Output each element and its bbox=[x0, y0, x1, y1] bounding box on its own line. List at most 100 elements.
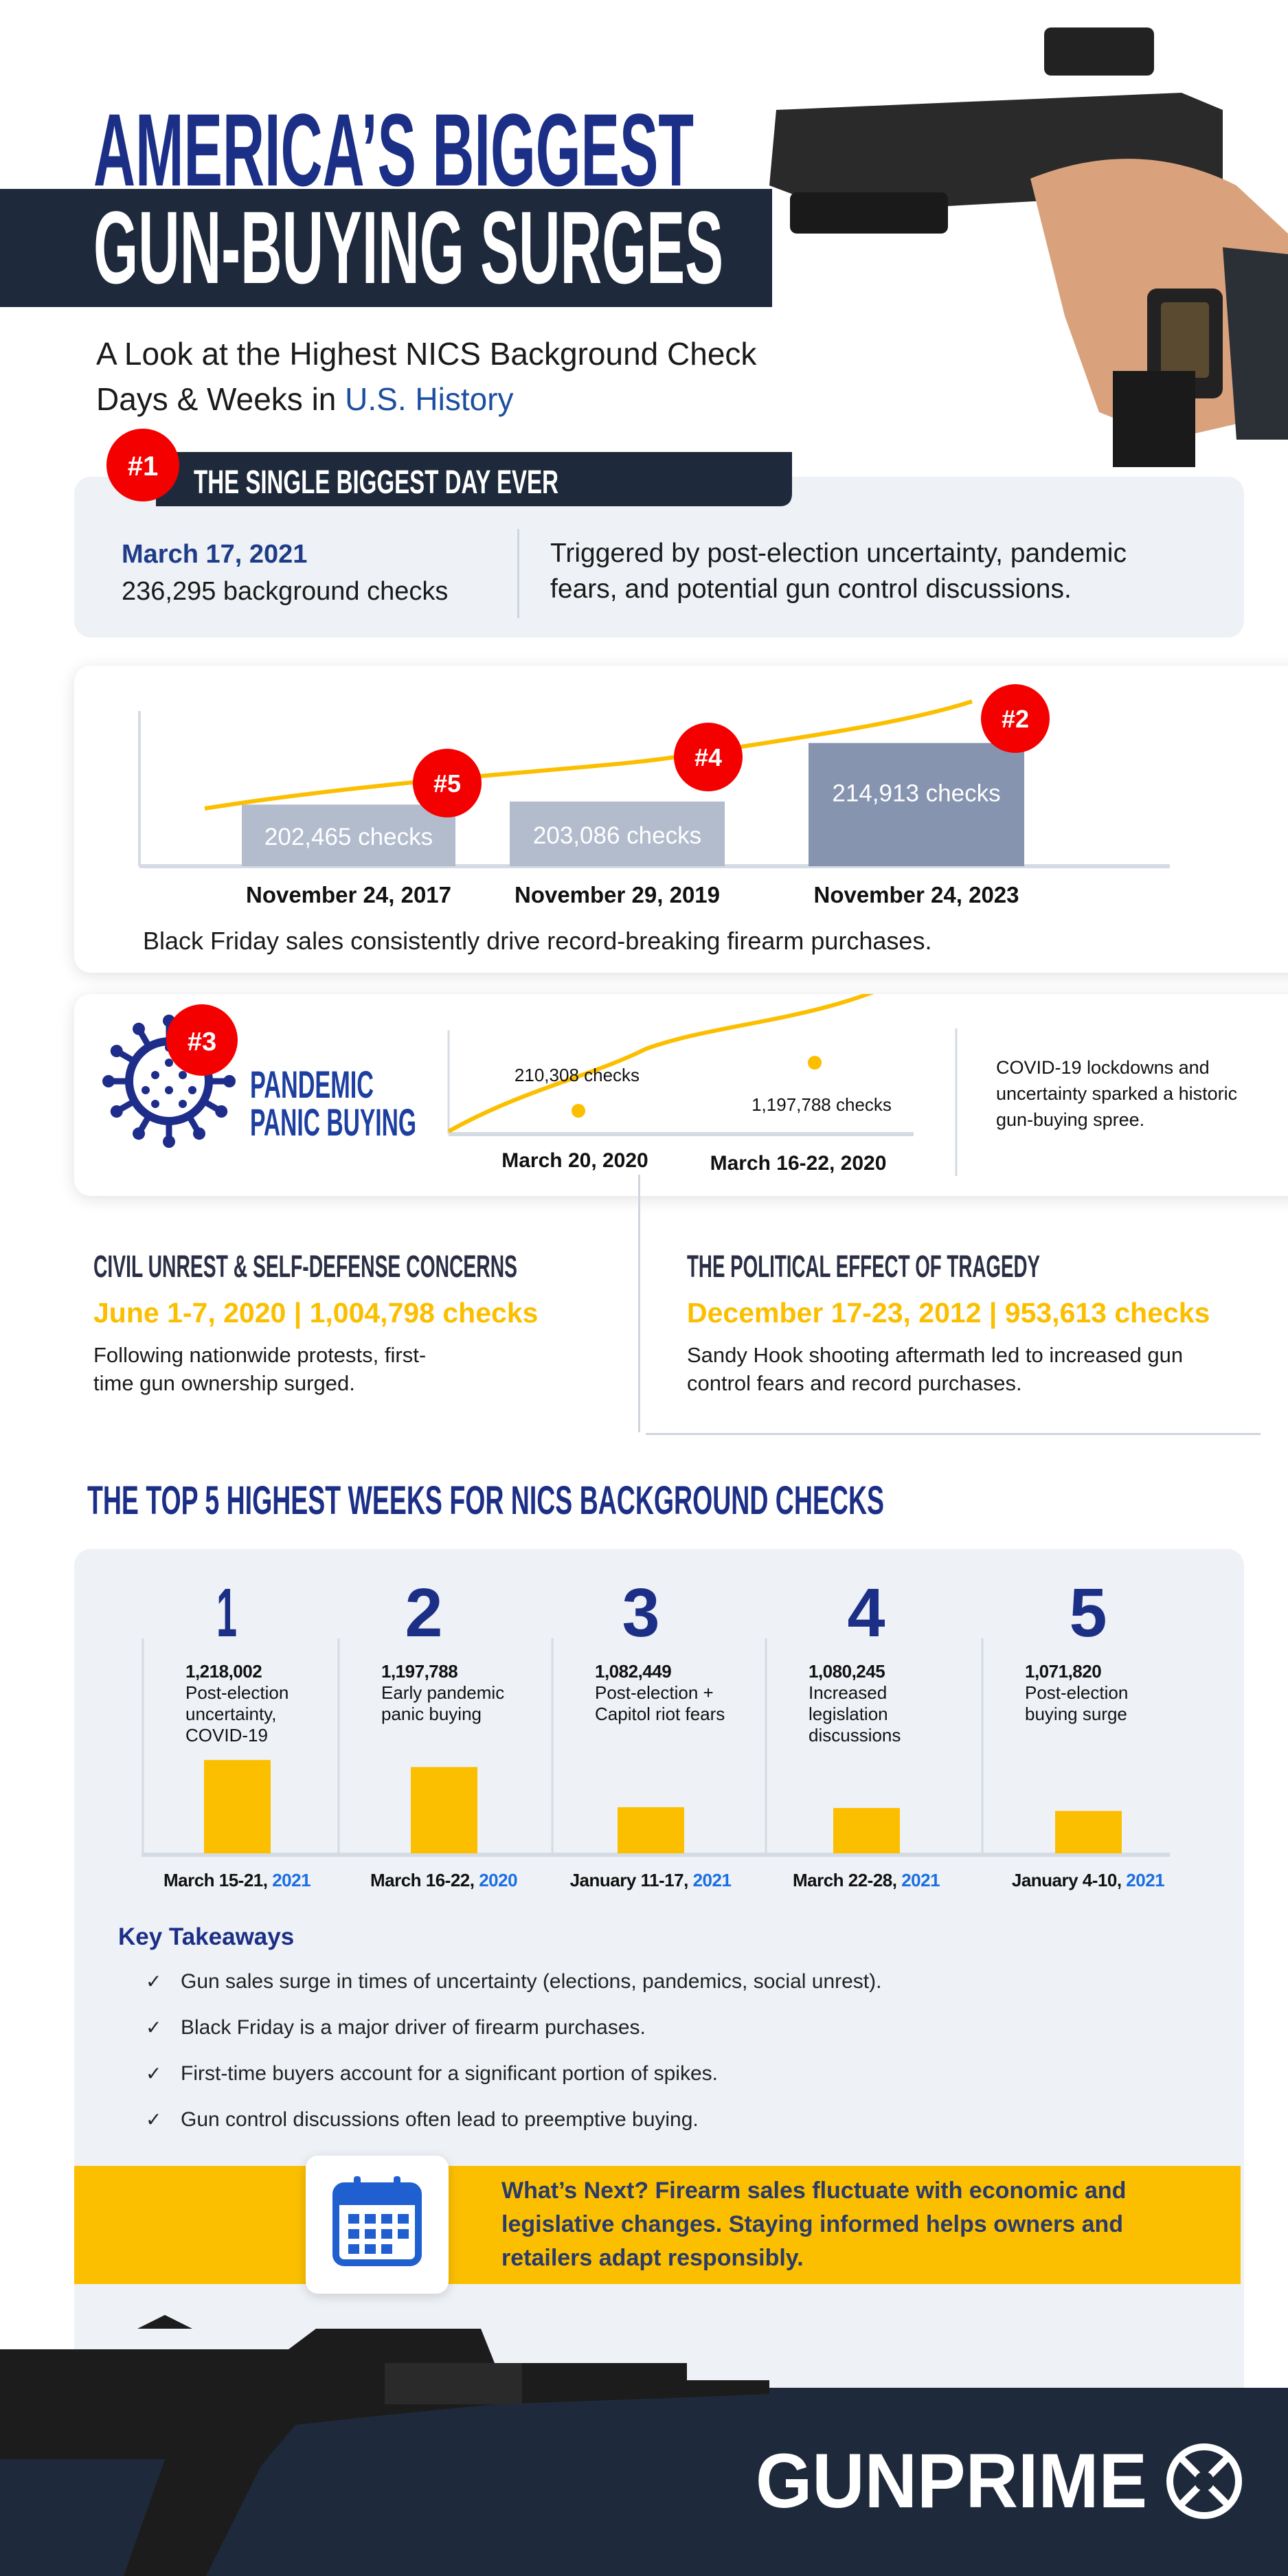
civil-unrest-stat: June 1-7, 2020 | 1,004,798 checks bbox=[93, 1297, 539, 1329]
biggest-day-heading: THE SINGLE BIGGEST DAY EVER bbox=[194, 464, 558, 501]
top5-heading: THE TOP 5 HIGHEST WEEKS FOR NICS BACKGRO… bbox=[87, 1478, 884, 1523]
check-icon: ✓ bbox=[146, 2017, 162, 2038]
rank-number: 2 bbox=[405, 1574, 443, 1651]
week-date: March 15-21, 2021 bbox=[163, 1870, 311, 1891]
title-band bbox=[0, 189, 772, 307]
week-desc: Post-election + Capitol riot fears bbox=[595, 1682, 725, 1724]
subtitle-link: U.S. History bbox=[345, 381, 514, 417]
rank-number: 3 bbox=[622, 1574, 660, 1651]
civil-unrest-desc-2: time gun ownership surged. bbox=[93, 1371, 355, 1395]
week-value: 1,197,788 bbox=[381, 1661, 458, 1682]
week-column: 1,071,820 Post-election buying surge bbox=[1025, 1661, 1176, 1725]
week-date: January 4-10, 2021 bbox=[1012, 1870, 1165, 1891]
week-date: March 22-28, 2021 bbox=[793, 1870, 940, 1891]
black-friday-caption: Black Friday sales consistently drive re… bbox=[143, 927, 932, 955]
rank-badge bbox=[674, 723, 743, 791]
pandemic-card bbox=[74, 994, 1288, 1196]
gunprime-logo: GUNPRIME bbox=[756, 2438, 1242, 2524]
bar-label: 214,913 checks bbox=[832, 780, 1000, 806]
rank-badge-text: #3 bbox=[188, 1028, 216, 1057]
tragedy-heading: THE POLITICAL EFFECT OF TRAGEDY bbox=[687, 1249, 1040, 1284]
tragedy-stat: December 17-23, 2012 | 953,613 checks bbox=[687, 1297, 1210, 1329]
point-date: March 20, 2020 bbox=[501, 1149, 648, 1172]
divider bbox=[517, 529, 519, 618]
rank-badge-text: #2 bbox=[1002, 705, 1029, 733]
week-year: 2021 bbox=[901, 1870, 940, 1890]
bar bbox=[204, 1760, 271, 1853]
takeaway-item: Gun control discussions often lead to pr… bbox=[181, 2108, 699, 2131]
banner-line1: What’s Next? Firearm sales fluctuate wit… bbox=[501, 2178, 1127, 2204]
trend-line bbox=[447, 994, 874, 1133]
point-label: 1,197,788 checks bbox=[752, 1094, 892, 1115]
bar bbox=[510, 801, 725, 866]
biggest-day-date: March 17, 2021 bbox=[122, 540, 308, 569]
week-desc: Post-election uncertainty, COVID-19 bbox=[185, 1682, 289, 1745]
calendar-icon-box bbox=[306, 2156, 449, 2294]
rank-badge-text: #1 bbox=[128, 451, 159, 482]
week-date: January 11-17, 2021 bbox=[570, 1870, 732, 1891]
takeaways-heading: Key Takeaways bbox=[118, 1923, 295, 1950]
banner-line2: legislative changes. Staying informed he… bbox=[501, 2211, 1124, 2237]
civil-unrest-desc-1: Following nationwide protests, first- bbox=[93, 1343, 427, 1367]
rank-badge bbox=[166, 1004, 238, 1076]
check-icon: ✓ bbox=[146, 2063, 162, 2084]
pandemic-chart: #3 PANDEMIC PANIC BUYING 210,308 checks … bbox=[102, 994, 1237, 1176]
bar-date: November 24, 2023 bbox=[813, 882, 1019, 907]
rank-number: 4 bbox=[848, 1574, 885, 1651]
top5-panel bbox=[74, 1549, 1244, 2465]
calendar-icon bbox=[332, 2176, 422, 2266]
top5-chart: 1 2 3 4 5 bbox=[142, 1574, 1170, 1857]
data-point bbox=[572, 1104, 585, 1118]
rank-number: 5 bbox=[1070, 1574, 1107, 1651]
week-date-text: January 11-17, bbox=[569, 1870, 693, 1890]
week-desc: Early pandemic panic buying bbox=[381, 1682, 505, 1724]
title-line1: AMERICA’S BIGGEST bbox=[93, 96, 694, 207]
title-line2: GUN-BUYING SURGES bbox=[93, 190, 723, 305]
bar-label: 203,086 checks bbox=[533, 822, 701, 849]
bar-date: November 24, 2017 bbox=[246, 882, 451, 907]
pandemic-desc: gun-buying spree. bbox=[996, 1109, 1144, 1130]
rank-badge bbox=[413, 749, 482, 817]
whats-next-banner bbox=[74, 2166, 1241, 2284]
week-date: March 16-22, 2020 bbox=[370, 1870, 518, 1891]
banner-line3: retailers adapt responsibly. bbox=[501, 2245, 804, 2271]
header-title: AMERICA’S BIGGEST GUN-BUYING SURGES bbox=[0, 96, 772, 307]
rank-badge bbox=[981, 684, 1050, 753]
bar-date: November 29, 2019 bbox=[515, 882, 720, 907]
rank-badge-text: #4 bbox=[694, 743, 722, 771]
bar bbox=[833, 1807, 900, 1853]
week-date-text: March 16-22, bbox=[370, 1870, 479, 1890]
subtitle-line2: Days & Weeks in U.S. History bbox=[96, 381, 514, 418]
rank-badge bbox=[106, 429, 179, 501]
black-friday-chart: 202,465 checks November 24, 2017 #5 203,086… bbox=[138, 684, 1170, 907]
pandemic-desc: uncertainty sparked a historic bbox=[996, 1083, 1237, 1104]
week-value: 1,071,820 bbox=[1025, 1661, 1102, 1682]
week-column: 1,218,002 Post-election uncertainty, COVI… bbox=[185, 1661, 337, 1746]
point-label: 210,308 checks bbox=[515, 1065, 640, 1085]
bar bbox=[411, 1767, 477, 1853]
bar bbox=[809, 743, 1024, 866]
rifle-image bbox=[0, 2315, 769, 2576]
week-year: 2020 bbox=[479, 1870, 518, 1890]
rank-badge-text: #5 bbox=[433, 769, 461, 798]
pandemic-desc: COVID-19 lockdowns and bbox=[996, 1057, 1210, 1078]
subtitle-line1: A Look at the Highest NICS Background Ch… bbox=[96, 336, 757, 372]
pistol-hand-image bbox=[769, 27, 1288, 467]
week-column: 1,197,788 Early pandemic panic buying bbox=[381, 1661, 532, 1725]
logo-text: GUNPRIME bbox=[756, 2438, 1147, 2524]
week-desc: Post-election buying surge bbox=[1025, 1682, 1129, 1724]
biggest-day-checks: 236,295 background checks bbox=[122, 577, 449, 606]
top5-heading-wrap: THE TOP 5 HIGHEST WEEKS FOR NICS BACKGRO… bbox=[87, 1478, 884, 1523]
pandemic-title-1: PANDEMIC bbox=[250, 1063, 374, 1106]
tragedy-desc-2: control fears and record purchases. bbox=[687, 1371, 1022, 1395]
pandemic-title-2: PANIC BUYING bbox=[250, 1100, 416, 1144]
takeaway-item: Gun sales surge in times of uncertainty … bbox=[181, 1970, 882, 1993]
tragedy-desc-1: Sandy Hook shooting aftermath led to inc… bbox=[687, 1343, 1184, 1367]
takeaway-item: Black Friday is a major driver of firear… bbox=[181, 2016, 646, 2039]
week-value: 1,218,002 bbox=[185, 1661, 262, 1682]
week-column: 1,080,245 Increased legislation discussio… bbox=[809, 1661, 960, 1746]
check-icon: ✓ bbox=[146, 2109, 162, 2130]
week-year: 2021 bbox=[1126, 1870, 1165, 1890]
week-value: 1,082,449 bbox=[595, 1661, 672, 1682]
week-column: 1,082,449 Post-election + Capitol riot fe… bbox=[595, 1661, 746, 1725]
